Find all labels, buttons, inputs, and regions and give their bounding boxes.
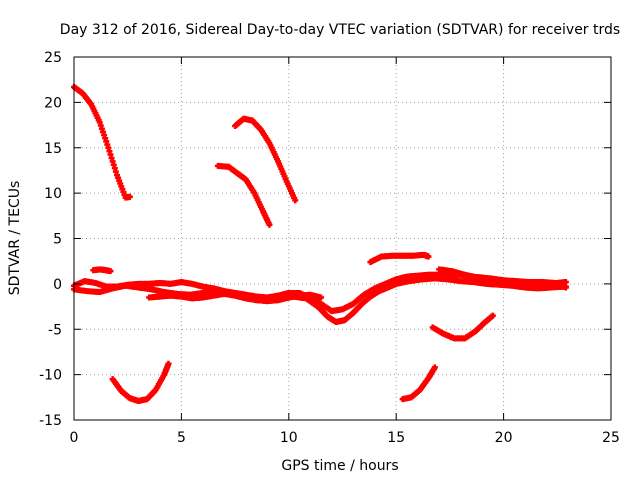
y-tick-label: -10 [39,368,62,384]
series-arc-3 [214,162,273,228]
series-arc-4 [232,115,299,204]
y-tick-label: 20 [44,95,62,111]
axis-ticks: 0 5 10 15 20 25 -15 -10 -5 0 5 10 15 20 25 [39,50,620,446]
y-tick-label: 5 [53,232,62,248]
series-arc-5 [367,251,432,266]
data-point [266,221,273,228]
x-tick-label: 20 [495,430,513,446]
series-main-3 [146,290,325,305]
y-tick-label: -15 [39,413,62,429]
y-tick-label: 0 [53,277,62,293]
x-tick-label: 15 [387,430,405,446]
y-axis-label: SDTVAR / TECUs [7,181,23,296]
data-point [431,364,438,371]
series-arc-8 [90,266,114,275]
data-point [126,193,133,200]
series-arc-7 [429,312,496,342]
data-point [489,312,496,319]
data-point [318,294,325,301]
x-tick-label: 5 [177,430,186,446]
x-tick-label: 25 [602,430,620,446]
series-arc-1 [71,83,133,201]
y-tick-label: 15 [44,141,62,157]
series-arc-2 [109,360,172,404]
x-tick-label: 10 [280,430,298,446]
y-tick-label: -5 [48,322,62,338]
grid-lines [74,57,611,420]
data-point [562,284,569,291]
data-point [425,253,432,260]
series-main-4 [436,266,569,291]
chart-title: Day 312 of 2016, Sidereal Day-to-day VTE… [60,22,620,38]
data-markers [71,83,569,404]
x-tick-label: 0 [70,430,79,446]
data-point [165,360,172,367]
data-point [107,268,114,275]
data-point [292,197,299,204]
y-tick-label: 10 [44,186,62,202]
x-axis-label: GPS time / hours [281,458,398,474]
series-arc-6 [399,364,438,403]
y-tick-label: 25 [44,50,62,66]
